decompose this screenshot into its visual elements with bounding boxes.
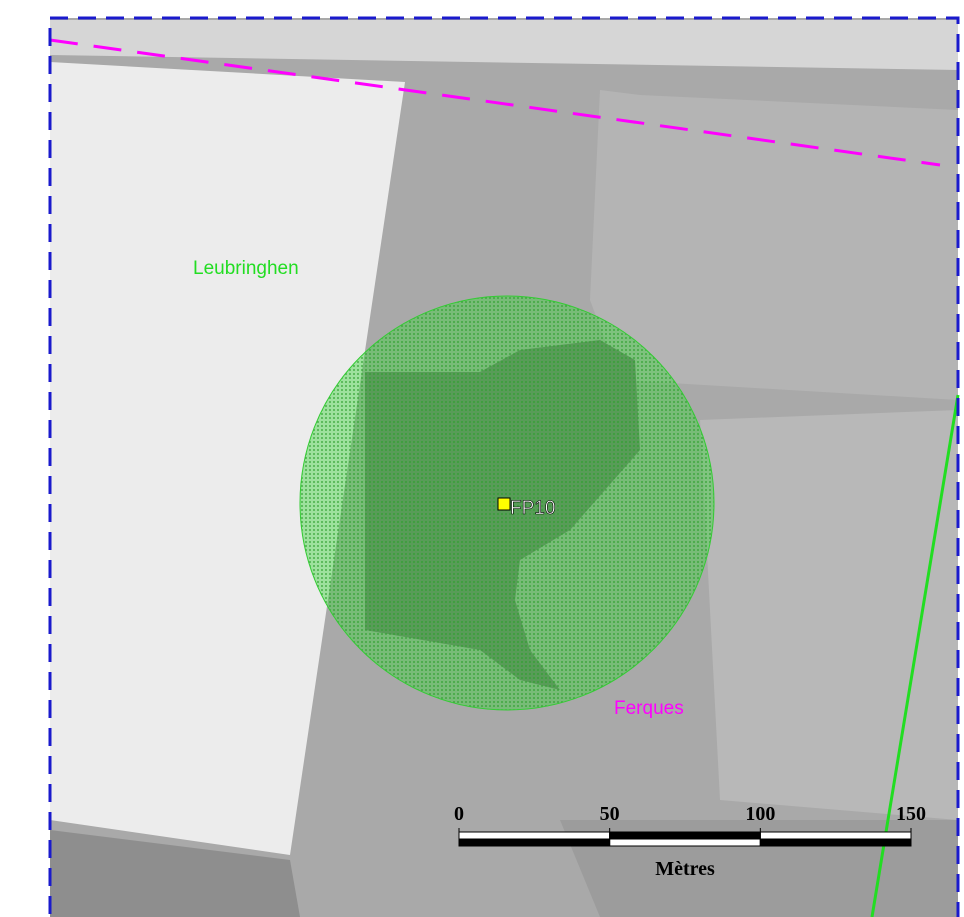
- scale-unit: Mètres: [655, 858, 715, 880]
- scale-segment: [458, 838, 611, 847]
- scale-label: 100: [745, 803, 775, 825]
- scale-label: 0: [454, 803, 464, 825]
- map-frame: [48, 16, 960, 917]
- scale-segment: [759, 838, 912, 847]
- site-label: FP10: [510, 498, 555, 519]
- scale-segment: [458, 831, 611, 840]
- scale-bar: 0 50 100 150: [454, 803, 926, 847]
- commune-boundary: [49, 38, 941, 167]
- scale-label: 50: [600, 803, 620, 825]
- place-label: Ferques: [614, 698, 684, 719]
- place-label: Leubringhen: [193, 258, 299, 279]
- scale-segment: [609, 838, 761, 847]
- scale-segment: [759, 831, 912, 840]
- site-marker: [497, 497, 511, 511]
- boundary-line: [870, 394, 960, 917]
- scale-segment: [609, 831, 761, 840]
- scale-label: 150: [896, 803, 926, 825]
